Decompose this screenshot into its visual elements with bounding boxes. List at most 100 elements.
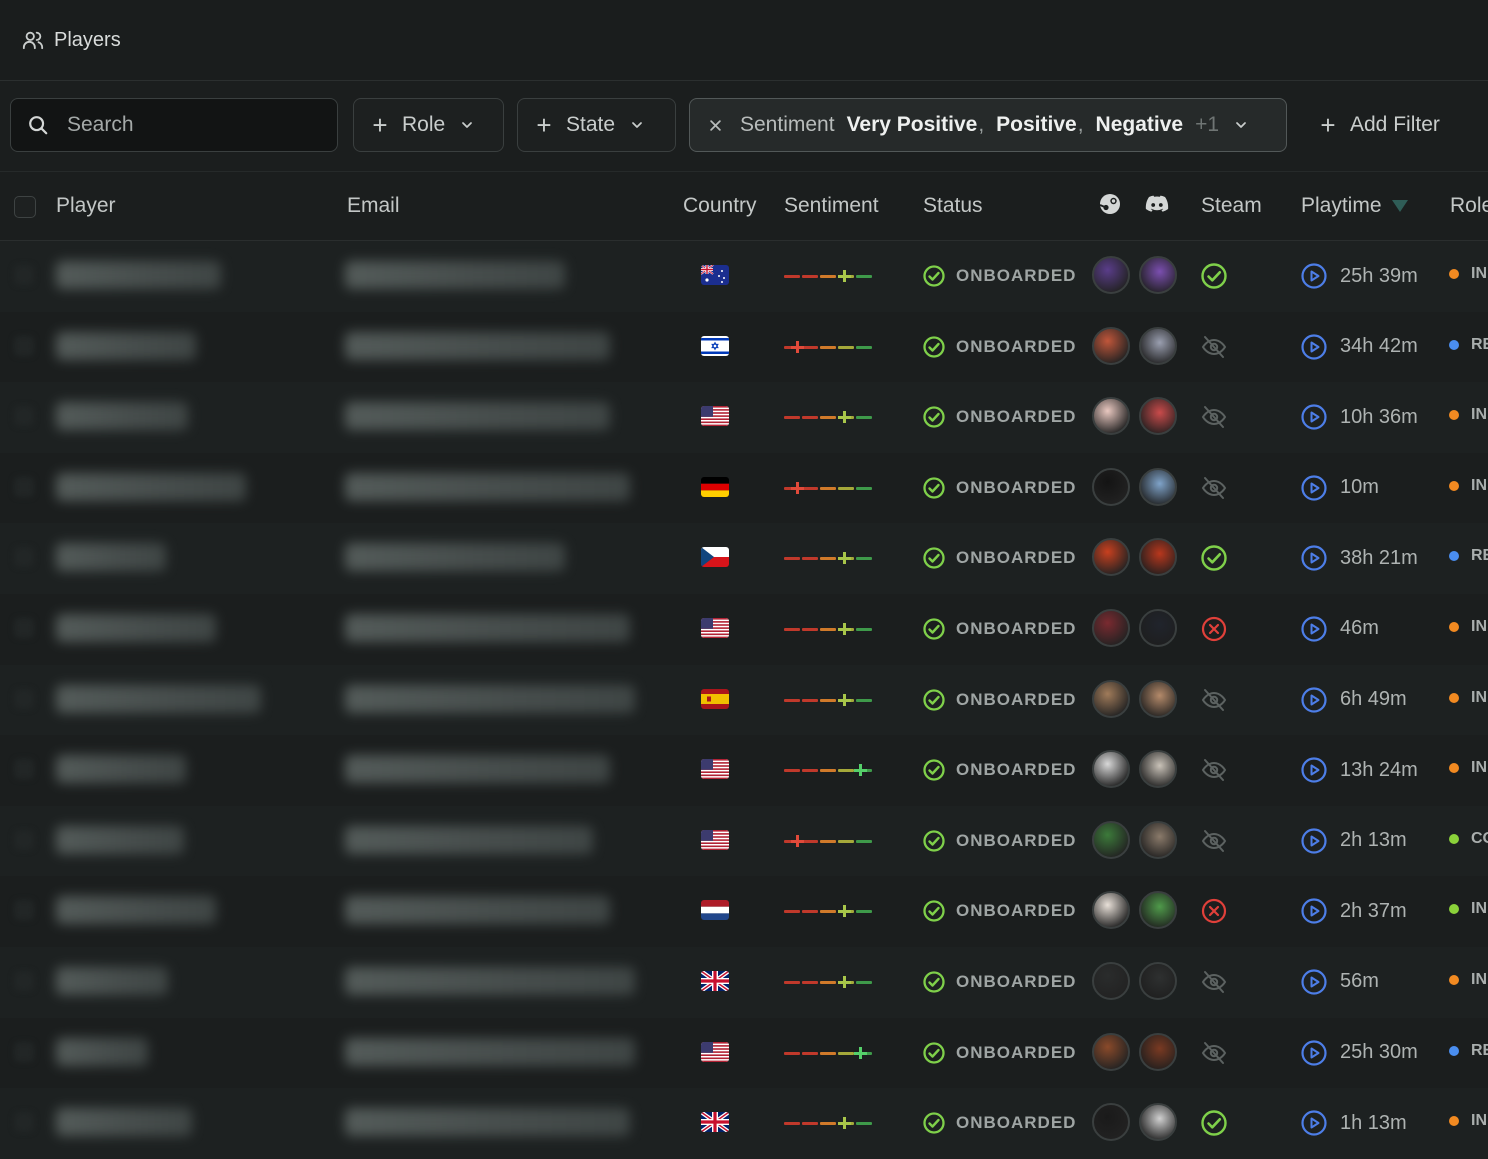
discord-avatar[interactable]	[1139, 1103, 1177, 1142]
column-playtime-label: Playtime	[1301, 194, 1382, 217]
row-checkbox[interactable]	[14, 265, 34, 285]
cz-flag-icon	[701, 547, 729, 568]
column-country[interactable]: Country	[683, 194, 757, 217]
row-checkbox[interactable]	[14, 617, 34, 638]
check-circle-icon	[922, 405, 946, 429]
select-all-checkbox[interactable]	[14, 196, 36, 218]
steam-avatar[interactable]	[1092, 467, 1130, 506]
row-checkbox[interactable]	[14, 406, 34, 427]
steam-avatar[interactable]	[1092, 750, 1130, 789]
player-name-redacted	[56, 402, 188, 431]
discord-avatar[interactable]	[1139, 326, 1177, 365]
discord-avatar[interactable]	[1139, 891, 1177, 930]
discord-avatar[interactable]	[1139, 256, 1177, 294]
table-row[interactable]: ONBOARDED 2h 37m IN	[0, 876, 1488, 947]
discord-avatar[interactable]	[1139, 397, 1177, 436]
playtime-value: 38h 21m	[1340, 546, 1418, 569]
table-row[interactable]: ONBOARDED 6h 49m IN	[0, 664, 1488, 736]
discord-avatar[interactable]	[1139, 750, 1177, 789]
row-checkbox[interactable]	[14, 688, 34, 709]
steam-error-icon	[1200, 897, 1228, 925]
steam-avatar[interactable]	[1092, 891, 1130, 930]
column-playtime[interactable]: Playtime	[1301, 194, 1408, 218]
add-filter-button[interactable]: + Add Filter	[1318, 98, 1439, 152]
status-badge: ONBOARDED	[922, 405, 1076, 429]
discord-avatar[interactable]	[1139, 1032, 1177, 1071]
role-text: IN	[1471, 476, 1487, 494]
check-circle-icon	[922, 688, 946, 712]
role-badge: CO	[1449, 830, 1488, 848]
table-row[interactable]: ONBOARDED 46m IN	[0, 593, 1488, 665]
steam-avatar[interactable]	[1092, 820, 1130, 859]
steam-avatar[interactable]	[1092, 608, 1130, 647]
table-row[interactable]: ONBOARDED 38h 21m RE	[0, 523, 1488, 594]
table-row[interactable]: ONBOARDED 1h 13m IN	[0, 1088, 1488, 1159]
row-checkbox[interactable]	[14, 1112, 34, 1133]
search-input[interactable]	[65, 112, 319, 138]
table-row[interactable]: ONBOARDED 10h 36m IN	[0, 382, 1488, 453]
discord-avatar[interactable]	[1139, 820, 1177, 859]
column-steam[interactable]: Steam	[1201, 194, 1262, 217]
column-status[interactable]: Status	[923, 194, 983, 217]
table-row[interactable]: ONBOARDED 2h 13m CO	[0, 805, 1488, 877]
steam-avatar[interactable]	[1092, 1032, 1130, 1071]
close-icon[interactable]	[708, 116, 726, 134]
steam-avatar[interactable]	[1092, 256, 1130, 294]
row-checkbox[interactable]	[14, 829, 34, 850]
table-row[interactable]: ONBOARDED 13h 24m IN	[0, 735, 1488, 806]
sentiment-segment	[802, 839, 818, 843]
column-sentiment[interactable]: Sentiment	[784, 194, 879, 217]
table-row[interactable]: ONBOARDED 25h 30m RE	[0, 1017, 1488, 1089]
role-filter-button[interactable]: + Role	[353, 98, 504, 152]
steam-avatar[interactable]	[1092, 326, 1130, 365]
steam-avatar[interactable]	[1092, 1103, 1130, 1142]
table-row[interactable]: ONBOARDED 34h 42m RE	[0, 311, 1488, 383]
row-checkbox[interactable]	[14, 970, 34, 991]
steam-avatar[interactable]	[1092, 679, 1130, 718]
play-icon	[1300, 544, 1328, 572]
sentiment-meter	[784, 975, 874, 988]
column-player[interactable]: Player	[56, 194, 116, 217]
status-badge: ONBOARDED	[922, 970, 1076, 994]
sentiment-marker	[838, 416, 851, 420]
steam-avatar[interactable]	[1092, 538, 1130, 577]
discord-avatar[interactable]	[1139, 961, 1177, 1000]
gb-flag-icon	[701, 970, 729, 991]
row-checkbox[interactable]	[14, 476, 34, 497]
steam-avatar[interactable]	[1092, 397, 1130, 436]
gb-flag-icon	[701, 1112, 729, 1133]
sentiment-segment	[820, 1122, 836, 1126]
table-row[interactable]: ONBOARDED 56m IN	[0, 946, 1488, 1018]
discord-icon[interactable]	[1145, 194, 1169, 220]
sort-desc-icon[interactable]	[1391, 200, 1408, 213]
table-row[interactable]: ONBOARDED 25h 39m IN	[0, 241, 1488, 312]
state-filter-button[interactable]: + State	[517, 98, 676, 152]
status-text: ONBOARDED	[956, 901, 1077, 921]
sentiment-meter	[784, 340, 874, 353]
row-checkbox[interactable]	[14, 759, 34, 780]
table-row[interactable]: ONBOARDED 10m IN	[0, 452, 1488, 524]
role-dot	[1449, 974, 1459, 985]
discord-avatar[interactable]	[1139, 467, 1177, 506]
discord-avatar[interactable]	[1139, 679, 1177, 718]
check-circle-icon	[922, 970, 946, 994]
column-role[interactable]: Role	[1450, 194, 1488, 217]
status-badge: ONBOARDED	[922, 1041, 1076, 1065]
email-redacted	[345, 613, 630, 642]
discord-avatar[interactable]	[1139, 608, 1177, 647]
discord-avatar[interactable]	[1139, 538, 1177, 577]
column-email[interactable]: Email	[347, 194, 400, 217]
sentiment-filter-chip[interactable]: Sentiment Very Positive, Positive, Negat…	[689, 98, 1287, 152]
sentiment-filter-value: Very Positive	[846, 113, 978, 136]
check-circle-icon	[922, 476, 946, 500]
row-checkbox[interactable]	[14, 1041, 34, 1062]
role-dot	[1449, 410, 1459, 421]
search-box[interactable]	[10, 98, 338, 152]
steam-avatar[interactable]	[1092, 961, 1130, 1000]
row-checkbox[interactable]	[14, 335, 34, 356]
steam-logo-icon[interactable]	[1098, 192, 1122, 222]
row-checkbox[interactable]	[14, 547, 34, 568]
us-flag-icon	[701, 406, 729, 427]
row-checkbox[interactable]	[14, 900, 34, 921]
sentiment-marker	[838, 698, 851, 702]
